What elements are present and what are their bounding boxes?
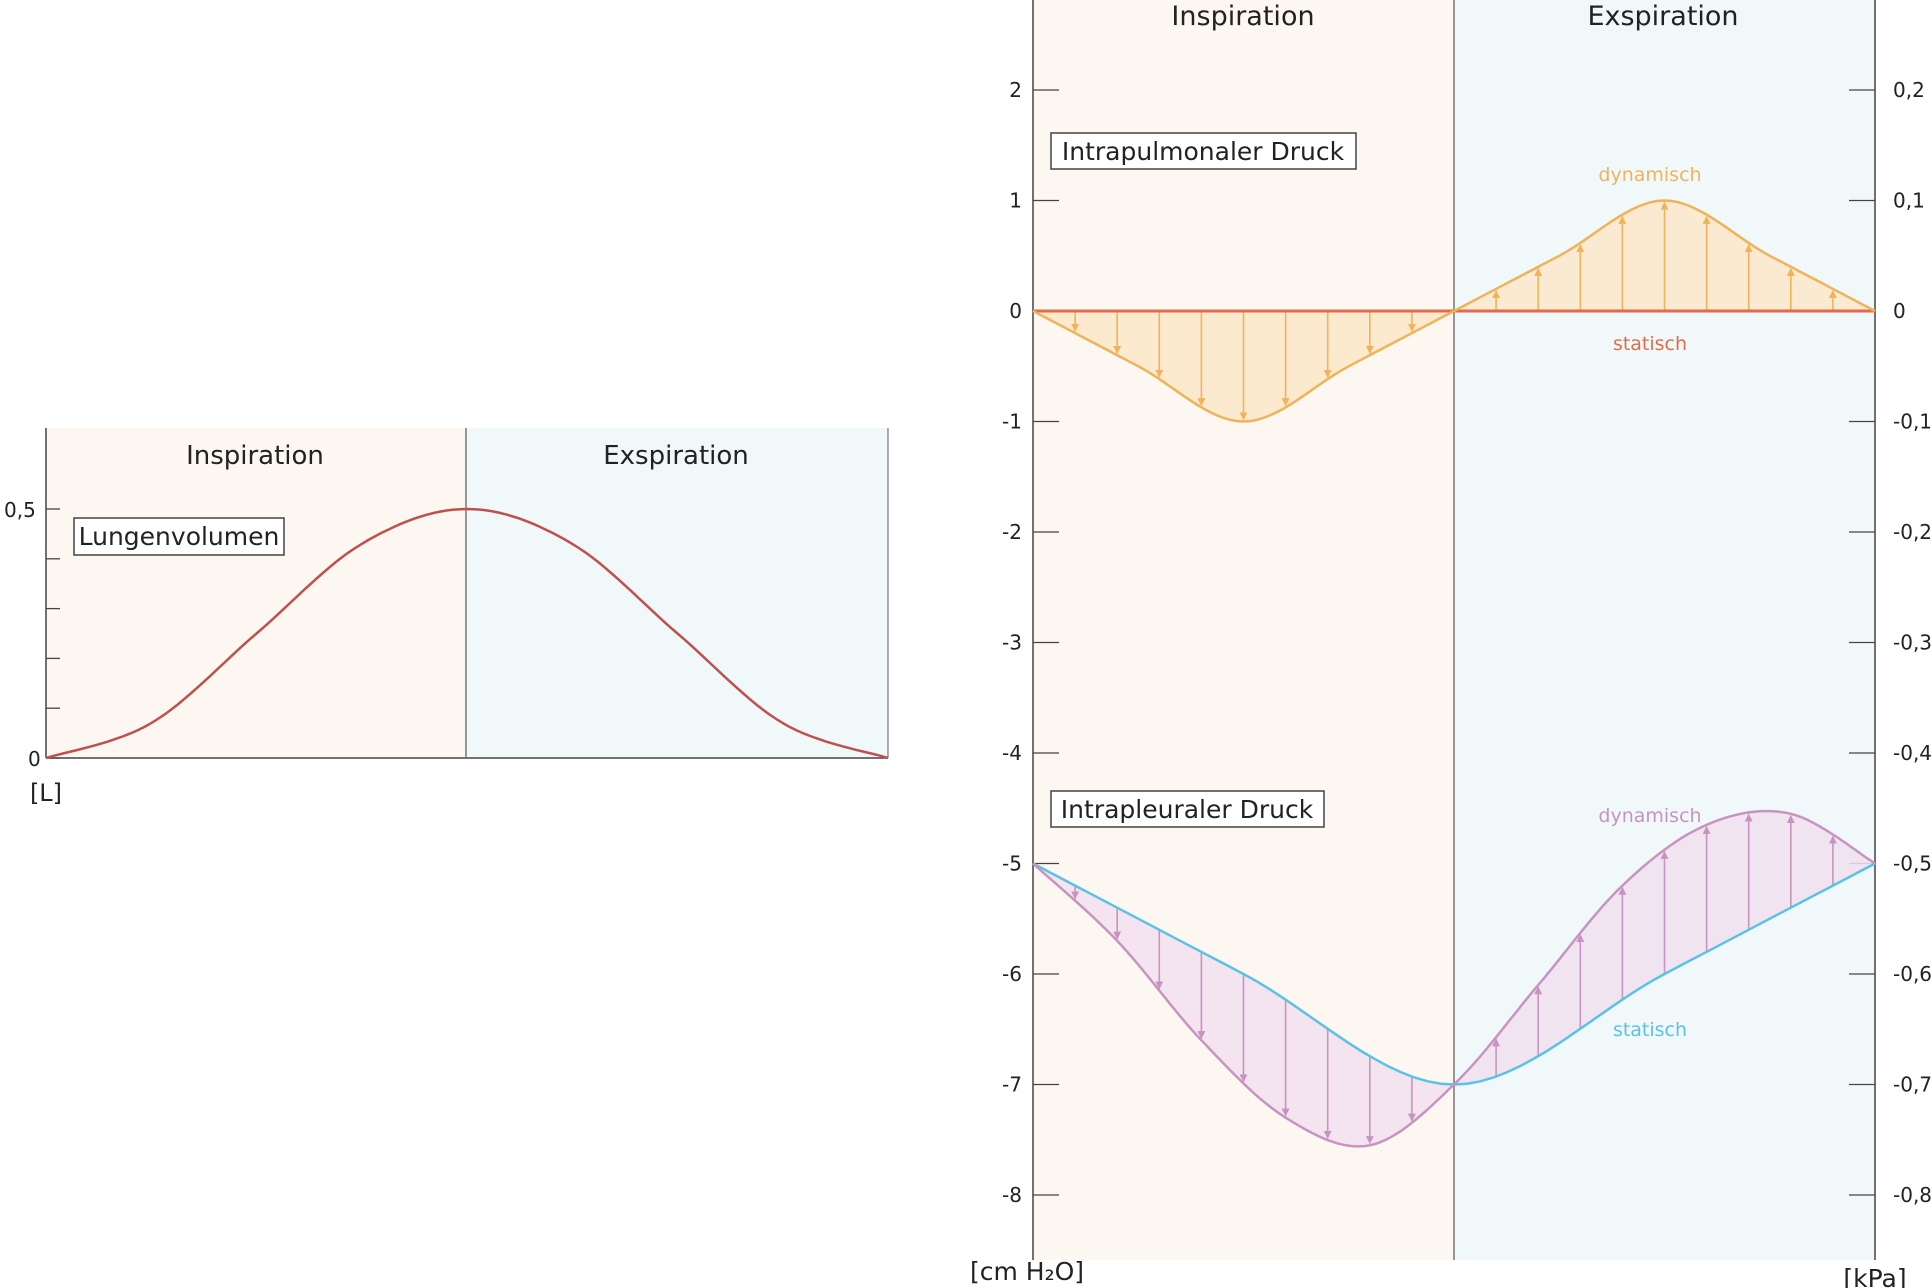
pressure-inspiration-label: Inspiration xyxy=(1171,1,1314,32)
pressure-right-tick-label: -0,6 xyxy=(1893,962,1932,986)
intrapulmonal-group: Intrapulmonaler Druck dynamisch statisch xyxy=(1032,132,1876,423)
pressure-left-tick-label: -5 xyxy=(1002,852,1022,876)
intrapleural-static-label: statisch xyxy=(1613,1019,1687,1041)
intrapleural-dynamic-label: dynamisch xyxy=(1598,805,1701,827)
volume-inspiration-label: Inspiration xyxy=(186,441,324,471)
volume-box-frame xyxy=(73,517,285,556)
pressure-exspiration-label: Exspiration xyxy=(1587,1,1738,32)
pressure-left-tick-label: -4 xyxy=(1002,741,1022,765)
pressure-right-tick-label: -0,1 xyxy=(1893,410,1932,434)
intrapulmonal-static-label: statisch xyxy=(1613,333,1687,355)
intrapleural-dynamic-curve xyxy=(1032,809,1876,1148)
pressure-right-unit-label: [kPa] xyxy=(1843,1264,1906,1288)
pressure-left-unit-label: [cm H₂O] xyxy=(970,1257,1084,1286)
intrapulmonal-box-frame xyxy=(1050,132,1357,170)
volume-inspiration-bg xyxy=(46,428,466,758)
intrapleural-box-label: Intrapleuraler Druck xyxy=(1061,795,1314,824)
volume-exspiration-bg xyxy=(466,428,888,758)
pressure-left-tick-label: -3 xyxy=(1002,631,1022,655)
volume-y-tick-label: 0 xyxy=(28,747,41,771)
pressure-left-tick-label: -1 xyxy=(1002,410,1022,434)
pressure-left-tick-label: -2 xyxy=(1002,520,1022,544)
intrapulmonal-box-label: Intrapulmonaler Druck xyxy=(1062,137,1345,166)
pressure-right-tick-label: -0,8 xyxy=(1893,1183,1932,1207)
intrapleural-arrows xyxy=(1071,813,1837,1145)
pressure-left-tick-label: 1 xyxy=(1009,189,1022,213)
pressure-right-ticks: 0,2 0,1 0 -0,1 -0,2 -0,3 -0,4 -0,5 -0,6 -0,7 -0,8 xyxy=(1849,78,1932,1207)
volume-y-tick-label: 0,5 xyxy=(4,498,36,522)
volume-y-ticks: 00,5 xyxy=(4,498,60,771)
intrapleural-group: Intrapleuraler Druck dynamisch statisch xyxy=(1032,790,1876,1148)
pressure-left-ticks: 2 1 0 -1 -2 -3 -4 -5 -6 -7 -8 xyxy=(1002,78,1059,1207)
pressure-right-tick-label: -0,7 xyxy=(1893,1073,1932,1097)
pressure-chart: 2 1 0 -1 -2 -3 -4 -5 -6 -7 -8 0,2 0,1 0 -0,1 -0,2 -0,3 -… xyxy=(970,0,1932,1288)
pressure-exspiration-bg xyxy=(1454,0,1875,1260)
intrapulmonal-dynamic-curve xyxy=(1032,199,1876,423)
pressure-right-tick-label: 0,2 xyxy=(1893,78,1925,102)
pressure-right-tick-label: -0,4 xyxy=(1893,741,1932,765)
pressure-left-tick-label: -8 xyxy=(1002,1183,1022,1207)
intrapulmonal-arrows xyxy=(1071,201,1837,421)
pressure-right-tick-label: -0,2 xyxy=(1893,520,1932,544)
volume-exspiration-label: Exspiration xyxy=(603,441,749,471)
volume-curve xyxy=(45,507,889,760)
volume-chart: 00,5 Inspiration Exspiration Lungenvolum… xyxy=(4,428,889,807)
pressure-left-tick-label: -6 xyxy=(1002,962,1022,986)
pressure-right-tick-label: -0,3 xyxy=(1893,631,1932,655)
intrapulmonal-dynamic-label: dynamisch xyxy=(1598,164,1701,186)
pressure-left-tick-label: -7 xyxy=(1002,1073,1022,1097)
pressure-right-tick-label: -0,5 xyxy=(1893,852,1932,876)
pressure-left-tick-label: 2 xyxy=(1009,78,1022,102)
volume-unit-label: [L] xyxy=(30,779,62,807)
pressure-left-tick-label: 0 xyxy=(1009,299,1022,323)
pressure-right-tick-label: 0 xyxy=(1893,299,1906,323)
volume-box-label: Lungenvolumen xyxy=(79,522,280,551)
pressure-right-tick-label: 0,1 xyxy=(1893,189,1925,213)
intrapleural-box-frame xyxy=(1050,790,1325,828)
